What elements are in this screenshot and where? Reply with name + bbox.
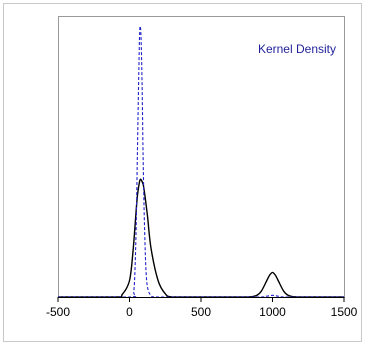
kernel-density-chart: -500 0 500 1000 1500 Kernel Density — [3, 3, 362, 342]
x-tick-label: 1500 — [331, 305, 358, 319]
x-tick-label: 1000 — [259, 305, 286, 319]
chart-title: Kernel Density — [258, 42, 336, 56]
series-layer — [57, 25, 344, 298]
x-tick-label: 500 — [191, 305, 211, 319]
x-tick-label: 0 — [126, 305, 133, 319]
chart-frame: -500 0 500 1000 1500 Kernel Density — [3, 3, 362, 342]
density-series-dashed — [57, 25, 344, 298]
x-axis-ticks: -500 0 500 1000 1500 — [46, 297, 358, 319]
x-tick-label: -500 — [46, 305, 70, 319]
figure-border — [3, 3, 362, 342]
density-series-solid — [57, 178, 344, 298]
